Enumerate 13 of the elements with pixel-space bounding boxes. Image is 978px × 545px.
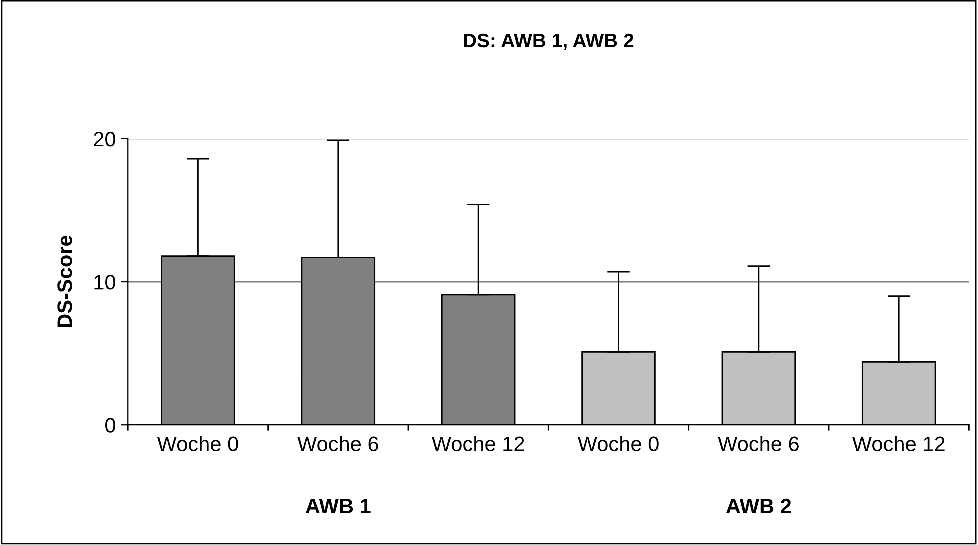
x-tick-label: Woche 6: [718, 436, 799, 452]
x-tick-label: Woche 12: [852, 436, 945, 452]
x-tick-label: Woche 0: [578, 436, 659, 452]
y-tick-label: 10: [94, 275, 116, 290]
x-tick-label: Woche 0: [157, 436, 238, 452]
text: AWB 1: [306, 499, 371, 514]
text: AWB 2: [726, 498, 792, 514]
y-tick-label: 20: [94, 132, 116, 147]
y-tick-label: 0: [106, 418, 116, 433]
x-tick-label: Woche 12: [432, 436, 524, 452]
y-axis-title: DS-Score: [58, 236, 72, 328]
x-tick-label: Woche 6: [298, 436, 378, 452]
chart-title: DS: AWB 1, AWB 2: [464, 34, 634, 50]
